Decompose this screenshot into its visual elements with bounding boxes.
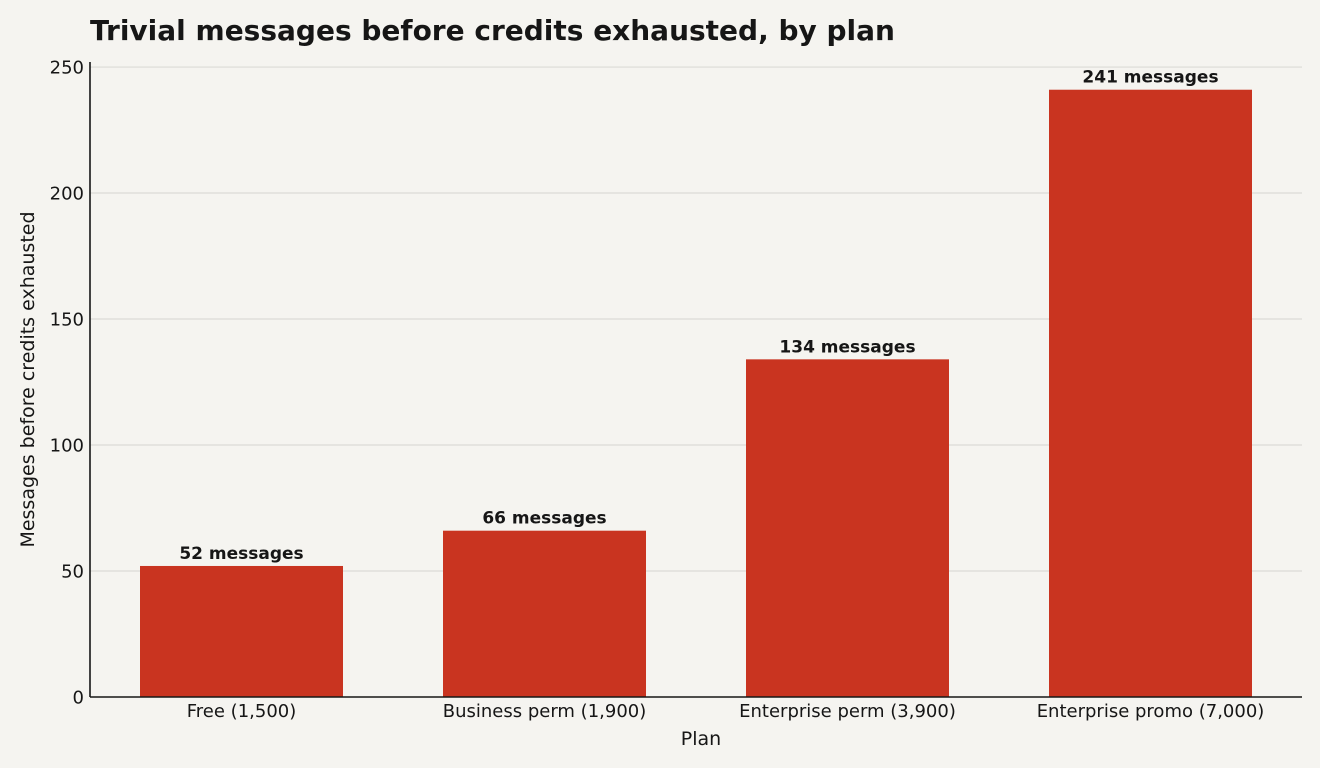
y-tick-label: 50 [61, 562, 84, 583]
bar [1049, 89, 1252, 697]
y-tick-label: 200 [50, 184, 84, 205]
y-tick-label: 0 [73, 688, 84, 709]
bar [443, 530, 646, 697]
bar [746, 359, 949, 697]
x-tick-label: Enterprise promo (7,000) [1037, 701, 1265, 722]
bars [140, 89, 1252, 697]
x-tick-label: Free (1,500) [187, 701, 297, 722]
bar-data-label: 134 messages [779, 337, 915, 357]
tick-labels: 0 50 100 150 200 250 Free (1,500) Business perm… [50, 58, 1265, 722]
y-tick-label: 150 [50, 310, 84, 331]
x-axis-title: Plan [681, 728, 721, 750]
y-tick-label: 250 [50, 58, 84, 79]
x-tick-label: Enterprise perm (3,900) [739, 701, 956, 722]
chart-title: Trivial messages before credits exhauste… [90, 14, 895, 47]
y-tick-label: 100 [50, 436, 84, 457]
bar-data-label: 241 messages [1082, 68, 1218, 88]
data-labels: 52 messages 66 messages 134 messages 241 me… [179, 68, 1218, 564]
y-axis-title: Messages before credits exhausted [17, 211, 39, 547]
bar-data-label: 66 messages [482, 509, 606, 529]
bar-data-label: 52 messages [179, 544, 303, 564]
x-tick-label: Business perm (1,900) [443, 701, 647, 722]
bar [140, 565, 343, 697]
